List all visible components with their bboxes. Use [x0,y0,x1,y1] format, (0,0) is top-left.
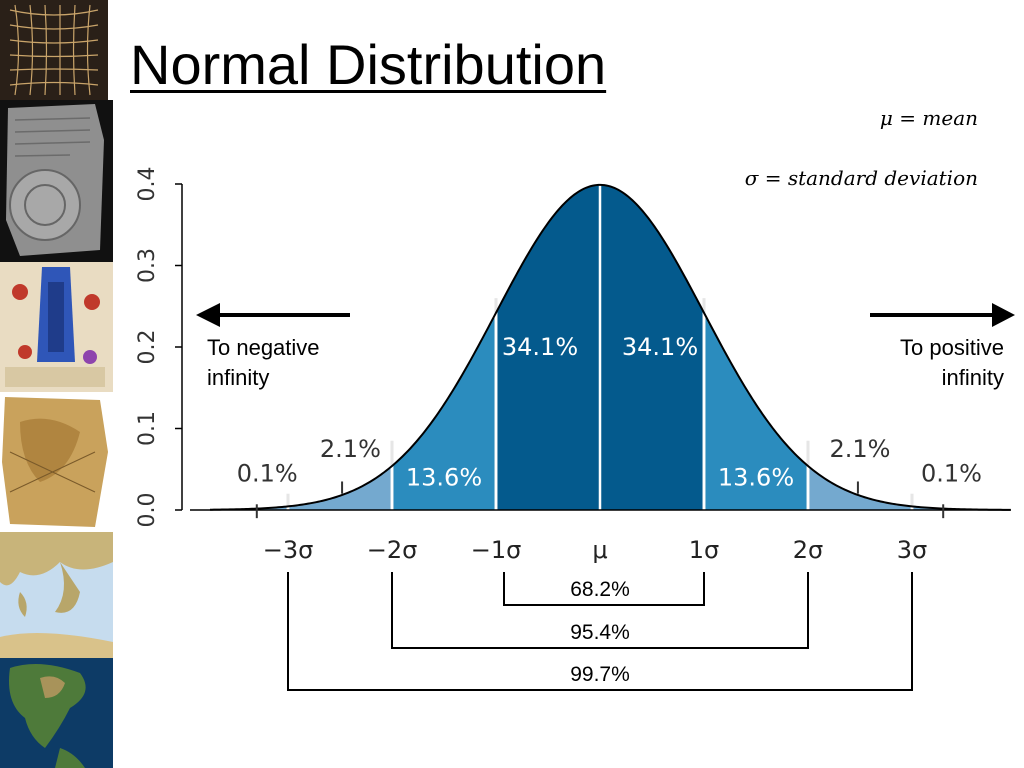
region-4 [288,466,392,510]
mediterranean-map-thumbnail [0,532,113,658]
region-6 [210,506,288,510]
grid-map-thumbnail [0,0,113,100]
negative-infinity-arrow [196,303,350,327]
ytick-label-4: 0.4 [135,167,160,202]
interval-brackets [287,572,913,691]
positive-infinity-arrow [870,303,1015,327]
ytick-label-3: 0.3 [135,248,160,283]
interval-percent-label-1: 95.4% [570,621,630,644]
mean-definition: μ = mean [879,106,978,130]
xtick-label-6: 3σ [897,536,927,564]
negative-label-line-2: infinity [207,365,270,390]
interval-percent-label-0: 68.2% [570,578,630,601]
region-percent-label-3: 13.6% [718,464,794,492]
xtick-label-1: −2σ [367,536,418,564]
negative-infinity-label: To negative infinity [207,333,320,393]
medieval-map-thumbnail [0,262,113,392]
bell-curve [209,183,1011,511]
north-america-globe-thumbnail [0,658,113,768]
interval-percent-label-2: 99.7% [570,663,630,686]
clay-tablet-map-thumbnail [0,100,113,262]
normal-distribution-chart: 0.00.10.20.30.4 −3σ −2σ −1σ μ 1σ 2σ 3σ 34.1% 34… [135,167,1015,691]
x-axis-tick-labels: −3σ −2σ −1σ μ 1σ 2σ 3σ [263,536,928,564]
positive-label-line-1: To positive [900,335,1004,360]
positive-label-line-2: infinity [941,365,1004,390]
ytick-label-2: 0.2 [135,330,160,365]
region-percent-labels: 34.1% 34.1% 13.6% 13.6% 2.1% 2.1% 0.1% 0.1% [237,333,982,519]
region-5 [808,466,912,510]
region-percent-label-7: 0.1% [921,459,982,487]
slide-title: Normal Distribution [130,33,607,96]
xtick-label-4: 1σ [689,536,719,564]
region-percent-label-6: 0.1% [237,459,298,487]
positive-infinity-label: To positive infinity [900,333,1004,393]
ytick-label-1: 0.1 [135,411,160,446]
region-percent-label-0: 34.1% [502,333,578,361]
xtick-label-0: −3σ [263,536,314,564]
sigma-boundary-lines [286,184,914,510]
interval-bracket-1 [391,572,809,649]
xtick-label-5: 2σ [793,536,823,564]
region-percent-label-2: 13.6% [406,464,482,492]
negative-label-line-1: To negative [207,335,320,360]
interval-bracket-0 [503,572,705,606]
image-sidebar [0,0,113,768]
interval-bracket-2 [287,572,913,691]
parchment-map-thumbnail [0,392,113,532]
xtick-label-3: μ [592,536,607,564]
y-axis-ticks: 0.0 0.1 0.2 0.3 0.4 [135,167,182,528]
region-percent-label-4: 2.1% [320,435,381,463]
standard-deviation-definition: σ = standard deviation [744,166,978,190]
region-percent-label-5: 2.1% [830,435,891,463]
region-percent-label-1: 34.1% [622,333,698,361]
ytick-label-0: 0.0 [135,493,160,528]
xtick-label-2: −1σ [471,536,522,564]
